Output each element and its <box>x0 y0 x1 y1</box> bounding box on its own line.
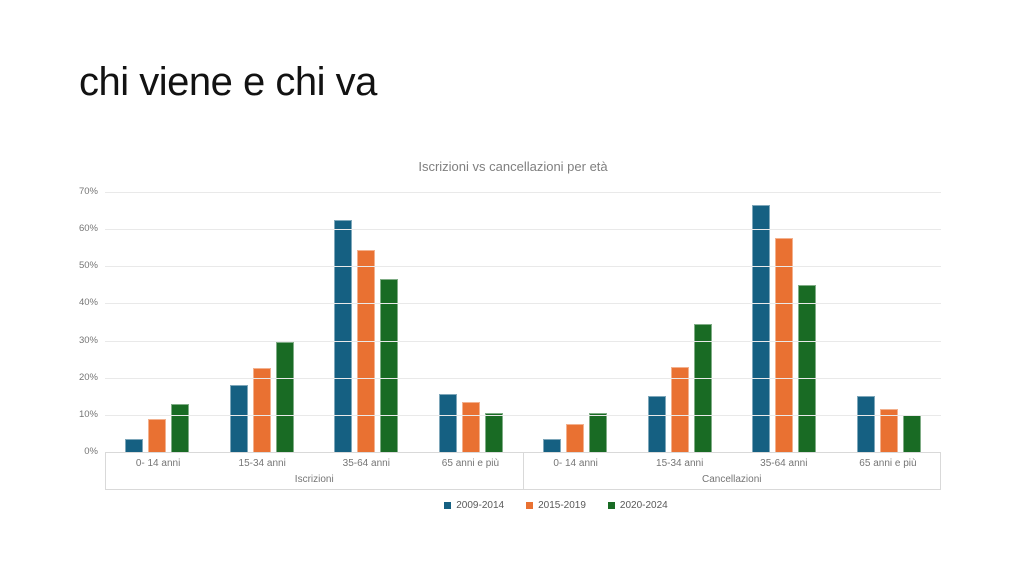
category-label: 35-64 anni <box>760 457 808 469</box>
category-band-half: 0- 14 anni 15-34 anni 35-64 anni 65 anni e … <box>522 452 941 489</box>
y-tick-label: 20% <box>78 371 98 383</box>
category-band-half: 0- 14 anni 15-34 anni 35-64 anni 65 anni e … <box>106 452 523 489</box>
legend-swatch <box>444 502 452 509</box>
category-label-row: 0- 14 anni 15-34 anni 35-64 anni 65 anni e … <box>524 452 941 474</box>
y-tick-label: 70% <box>78 186 98 197</box>
category-label-row: 0- 14 anni 15-34 anni 35-64 anni 65 anni e … <box>106 452 523 474</box>
axis-group-iscrizioni <box>105 192 523 452</box>
bar <box>229 385 248 452</box>
bars-layer <box>105 192 941 452</box>
bar <box>380 279 399 452</box>
category-label: 15-34 anni <box>238 457 286 469</box>
category-axis: 0- 14 anni 15-34 anni 35-64 anni 65 anni e … <box>105 452 941 490</box>
legend-label: 2020-2024 <box>619 500 668 511</box>
bar <box>334 219 353 452</box>
legend-label: 2015-2019 <box>538 500 586 511</box>
bar <box>775 238 794 452</box>
category-label: 15-34 anni <box>656 457 704 469</box>
y-tick-label: 0% <box>84 446 98 457</box>
bar <box>879 409 898 452</box>
bar <box>589 413 608 452</box>
gridline <box>105 303 941 305</box>
bar <box>693 323 712 452</box>
group-label-row: Cancellazioni <box>524 474 941 489</box>
axis-group-cancellazioni <box>523 192 941 452</box>
legend-item: 2009-2014 <box>444 500 504 511</box>
bar-group <box>105 192 210 452</box>
bar-group <box>314 192 419 452</box>
y-axis-labels: 0% 10% 20% 30% 40% 50% 60% 70% <box>36 186 98 457</box>
bar <box>461 401 480 452</box>
y-tick-label: 10% <box>78 408 98 420</box>
y-tick-label: 60% <box>78 223 98 235</box>
legend-item: 2020-2024 <box>607 500 668 511</box>
y-tick-label: 30% <box>78 334 98 346</box>
legend-swatch <box>526 502 534 509</box>
gridline <box>105 229 941 231</box>
bar <box>566 424 585 452</box>
gridline <box>105 340 941 342</box>
category-label: 35-64 anni <box>342 457 390 469</box>
category-label: 0- 14 anni <box>135 457 181 469</box>
bar-group <box>210 192 315 452</box>
bar-group <box>628 192 733 452</box>
bar-group <box>419 192 524 452</box>
legend-label: 2009-2014 <box>456 500 505 511</box>
bar-group <box>523 192 628 452</box>
bar <box>357 249 376 452</box>
plot-area <box>105 192 941 453</box>
bar <box>484 413 503 452</box>
bar-group <box>732 192 837 452</box>
bar <box>438 394 457 452</box>
legend: 2009-2014 2015-2019 2020-2024 <box>138 500 974 511</box>
gridline <box>105 377 941 379</box>
bar <box>670 366 689 452</box>
group-label: Iscrizioni <box>294 474 334 485</box>
category-label: 65 anni e più <box>441 457 500 469</box>
bar <box>252 368 271 452</box>
bar <box>171 403 190 452</box>
bar-group <box>837 192 942 452</box>
group-label: Cancellazioni <box>702 474 762 485</box>
category-label: 0- 14 anni <box>553 457 598 469</box>
gridline <box>105 192 941 193</box>
legend-item: 2015-2019 <box>526 500 586 511</box>
bar <box>148 418 167 452</box>
gridline <box>105 414 941 416</box>
bar <box>798 284 817 452</box>
bar <box>647 396 666 452</box>
gridline <box>105 266 941 268</box>
category-label: 65 anni e più <box>859 457 917 469</box>
bar <box>856 396 875 452</box>
bar <box>902 414 921 452</box>
bar <box>275 342 294 452</box>
bar <box>543 439 562 452</box>
y-tick-label: 40% <box>78 297 98 309</box>
legend-swatch <box>607 502 615 509</box>
group-label-row: Iscrizioni <box>106 474 523 489</box>
chart-title: Iscrizioni vs cancellazioni per età <box>418 159 608 174</box>
y-tick-label: 50% <box>78 260 98 272</box>
bar <box>125 439 144 452</box>
slide-title: chi viene e chi va <box>79 60 377 104</box>
